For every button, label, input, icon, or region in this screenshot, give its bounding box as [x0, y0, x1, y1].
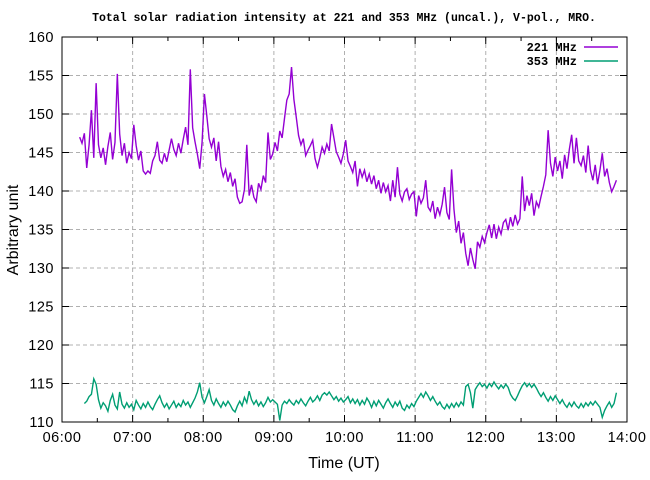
y-tick-label: 110 — [29, 415, 54, 431]
series-line-353-mhz — [83, 376, 618, 421]
legend-item-353mhz: 353 MHz — [527, 55, 618, 69]
y-tick-label: 120 — [28, 338, 54, 354]
grid-layer — [62, 37, 627, 422]
x-tick-label: 06:00 — [43, 430, 82, 446]
legend-item-221mhz: 221 MHz — [527, 41, 618, 55]
x-tick-label: 12:00 — [466, 430, 505, 446]
y-tick-label: 140 — [28, 184, 54, 200]
series-layer — [79, 66, 618, 421]
tick-label-layer: 06:00 07:00 08:00 09:00 10:00 11:00 12:00 13:00… — [28, 30, 646, 446]
x-tick-label: 11:00 — [396, 430, 434, 446]
y-tick-label: 150 — [28, 107, 54, 123]
x-tick-label: 09:00 — [254, 430, 293, 446]
plot-border — [61, 36, 628, 423]
y-tick-label: 160 — [28, 30, 54, 46]
x-tick-label: 13:00 — [537, 430, 576, 446]
x-tick-label: 07:00 — [113, 430, 152, 446]
y-tick-label: 130 — [28, 261, 54, 277]
y-tick-label: 125 — [28, 300, 54, 316]
y-axis-title: Arbitrary unit — [5, 184, 22, 275]
legend-label-353mhz: 353 MHz — [527, 55, 577, 69]
legend-label-221mhz: 221 MHz — [527, 41, 577, 55]
x-axis-title: Time (UT) — [308, 455, 379, 472]
x-tick-label: 08:00 — [184, 430, 223, 446]
chart-title: Total solar radiation intensity at 221 a… — [92, 12, 596, 25]
y-tick-label: 145 — [28, 146, 54, 162]
legend: 221 MHz 353 MHz — [527, 41, 618, 69]
series-line-221-mhz — [79, 66, 618, 269]
x-tick-label: 10:00 — [325, 430, 364, 446]
y-tick-label: 115 — [29, 377, 54, 393]
y-tick-label: 155 — [28, 69, 54, 85]
x-tick-label: 14:00 — [608, 430, 647, 446]
y-tick-label: 135 — [28, 223, 54, 239]
